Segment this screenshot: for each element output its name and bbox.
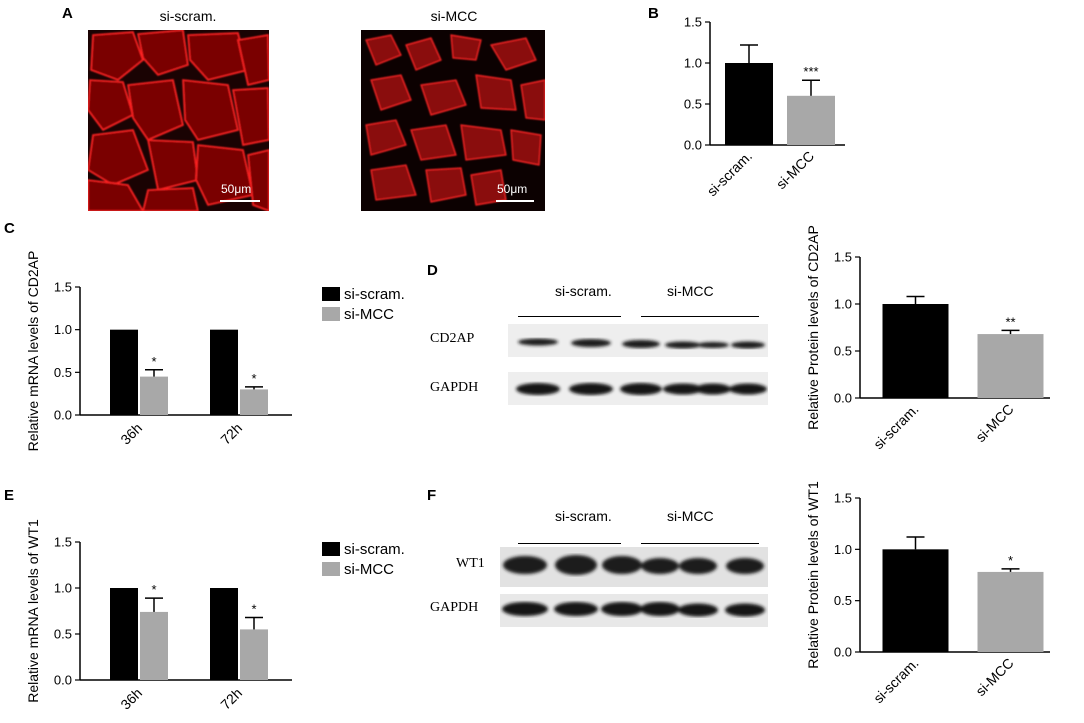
blot-strip-gapdh	[500, 594, 768, 627]
blot-group-underline	[518, 543, 621, 544]
blot-row-label-wt1: WT1	[456, 556, 485, 571]
blot-row-label-gapdh: GAPDH	[430, 600, 479, 615]
significance-marker: *	[251, 601, 256, 616]
scale-bar-label: 50μm	[497, 182, 528, 196]
micrograph-title-si-mcc: si-MCC	[430, 8, 478, 24]
bar	[882, 304, 949, 398]
bar	[882, 549, 949, 652]
bar	[210, 588, 238, 680]
y-tick-label: 0.5	[684, 97, 702, 112]
blot-group-label-si-mcc: si-MCC	[667, 508, 714, 524]
legend-swatch	[322, 562, 340, 576]
x-tick-label: si-scram.	[704, 148, 755, 199]
significance-marker: *	[1008, 553, 1013, 568]
y-axis-label: Relative Protein levels of CD2AP	[805, 225, 821, 430]
y-tick-label: 0.0	[54, 673, 72, 688]
y-tick-label: 0.5	[834, 344, 852, 359]
x-tick-label: si-MCC	[972, 655, 1016, 699]
bar	[210, 329, 238, 415]
y-tick-label: 1.0	[684, 56, 702, 71]
y-axis-label: Relative F-actin	[670, 35, 671, 132]
blot-row-label-gapdh: GAPDH	[430, 380, 479, 395]
y-tick-label: 1.5	[54, 280, 72, 295]
legend-swatch	[322, 542, 340, 556]
blot-group-underline	[518, 316, 621, 317]
y-tick-label: 1.0	[54, 322, 72, 337]
blot-strip-gapdh	[508, 372, 768, 405]
scale-bar	[496, 200, 534, 202]
significance-marker: *	[151, 354, 156, 369]
legend-label: si-scram.	[344, 286, 405, 303]
legend-label: si-MCC	[344, 306, 394, 323]
significance-marker: ***	[803, 64, 818, 79]
bar	[240, 389, 268, 415]
x-tick-label: si-MCC	[773, 148, 817, 192]
y-tick-label: 1.0	[834, 542, 852, 557]
legend-label: si-scram.	[344, 541, 405, 558]
bar	[110, 329, 138, 415]
panel-label-d: D	[427, 262, 438, 279]
blot-group-label-si-scram: si-scram.	[555, 283, 612, 299]
y-tick-label: 0.0	[834, 645, 852, 660]
micrograph-si-mcc-image	[361, 30, 545, 211]
bar	[140, 611, 168, 680]
bar	[787, 95, 835, 145]
legend-swatch	[322, 307, 340, 321]
y-tick-label: 0.5	[54, 365, 72, 380]
y-tick-label: 0.5	[54, 627, 72, 642]
significance-marker: *	[251, 371, 256, 386]
legend-swatch	[322, 287, 340, 301]
x-tick-label: 36h	[117, 685, 145, 713]
blot-group-underline	[641, 543, 759, 544]
bar	[110, 588, 138, 680]
y-tick-label: 1.0	[834, 297, 852, 312]
y-tick-label: 0.0	[834, 391, 852, 406]
blot-strip-wt1	[500, 547, 768, 587]
y-tick-label: 1.5	[54, 535, 72, 550]
bar	[725, 63, 773, 145]
panel-label-e: E	[4, 487, 15, 504]
y-tick-label: 1.5	[834, 250, 852, 265]
chart-e: 0.0 0.5 1.0 1.5 Relative mRNA levels of WT1 *…	[25, 519, 405, 713]
y-axis-label: Relative mRNA levels of CD2AP	[25, 251, 41, 452]
legend-label: si-MCC	[344, 561, 394, 578]
micrograph-si-scram: 50μm	[88, 30, 269, 211]
micrograph-si-mcc: 50μm	[361, 30, 545, 211]
micrograph-title-si-scram: si-scram.	[159, 8, 217, 24]
scale-bar	[220, 200, 260, 202]
chart-b: 0.0 0.5 1.0 1.5 Relative F-actin si-scram. ***…	[670, 15, 845, 199]
y-tick-label: 0.5	[834, 593, 852, 608]
bar	[977, 334, 1044, 398]
y-tick-label: 1.5	[684, 15, 702, 30]
y-tick-label: 1.0	[54, 581, 72, 596]
x-tick-label: 72h	[217, 420, 245, 448]
blot-strip-cd2ap	[508, 324, 768, 357]
x-tick-label: si-scram.	[870, 655, 921, 706]
significance-marker: **	[1005, 314, 1015, 329]
y-tick-label: 1.5	[834, 491, 852, 506]
panel-label-f: F	[427, 487, 437, 504]
y-axis-label: Relative mRNA levels of WT1	[25, 519, 41, 703]
panel-label-b: B	[648, 5, 659, 22]
x-tick-label: 36h	[117, 420, 145, 448]
bar	[977, 571, 1044, 652]
y-tick-label: 0.0	[54, 408, 72, 423]
x-tick-label: 72h	[217, 685, 245, 713]
y-tick-label: 0.0	[684, 138, 702, 153]
blot-group-underline	[641, 316, 759, 317]
significance-marker: *	[151, 582, 156, 597]
bar	[240, 629, 268, 680]
micrograph-si-scram-image	[88, 30, 269, 211]
scale-bar-label: 50μm	[221, 182, 252, 196]
blot-group-label-si-mcc: si-MCC	[667, 283, 714, 299]
chart-f: 0.0 0.5 1.0 1.5 Relative Protein levels of W…	[805, 481, 1050, 706]
blot-row-label-cd2ap: CD2AP	[430, 331, 475, 346]
y-axis-label: Relative Protein levels of WT1	[805, 481, 821, 669]
chart-c: 0.0 0.5 1.0 1.5 Relative mRNA levels of CD2A…	[25, 251, 405, 452]
panel-label-a: A	[62, 5, 73, 22]
blot-group-label-si-scram: si-scram.	[555, 508, 612, 524]
chart-d: 0.0 0.5 1.0 1.5 Relative Protein levels of C…	[805, 225, 1050, 452]
panel-label-c: C	[4, 220, 15, 237]
bar	[140, 376, 168, 415]
